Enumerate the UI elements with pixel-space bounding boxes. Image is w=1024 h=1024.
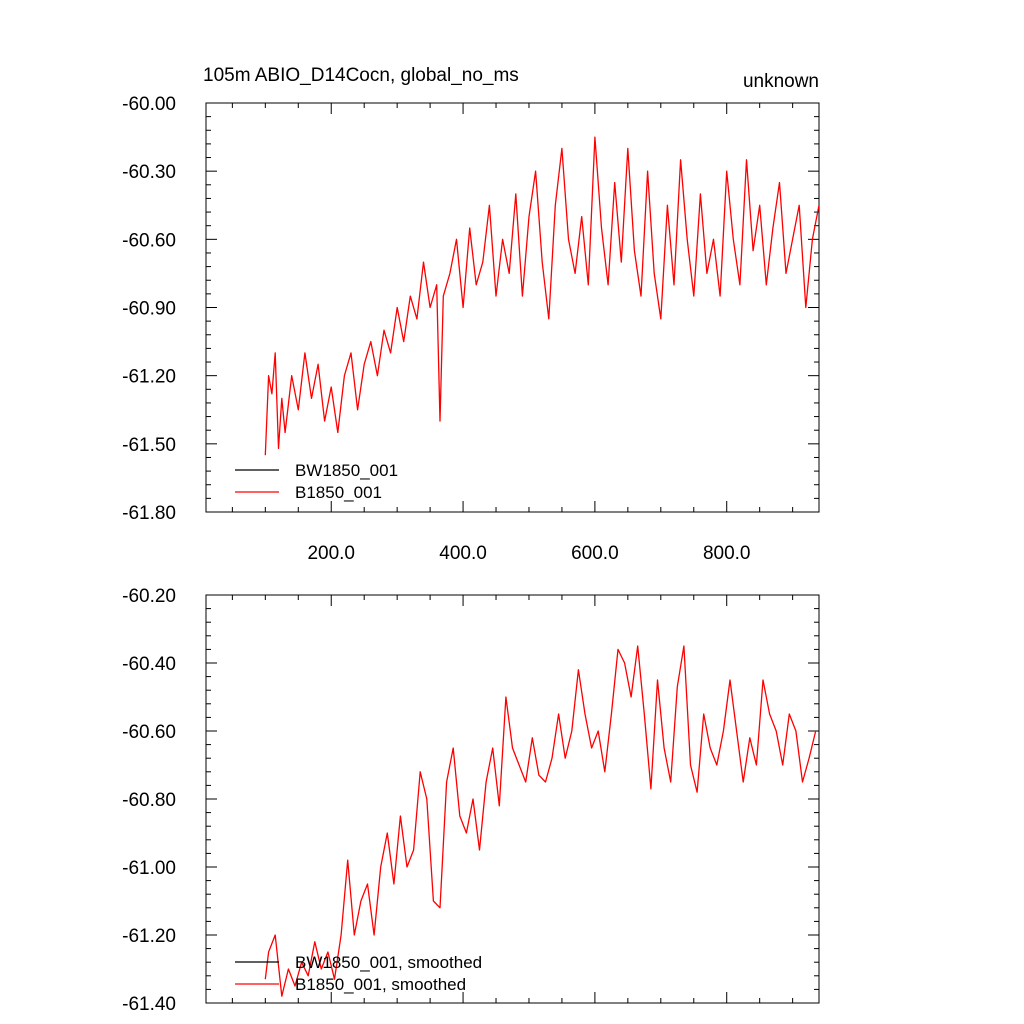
y-tick-label: -61.50 xyxy=(122,435,176,456)
chart-title-right: unknown xyxy=(743,71,819,92)
y-tick-label: -60.80 xyxy=(122,790,176,811)
y-tick-label: -60.60 xyxy=(122,722,176,743)
y-tick-label: -61.00 xyxy=(122,858,176,879)
y-tick-label: -60.60 xyxy=(122,230,176,251)
top-panel: -60.00 -60.30 -60.60 -60.90 -61.20 -61.50 -61.… xyxy=(122,94,820,564)
y-tick-label: -60.20 xyxy=(122,586,176,607)
y-tick-label: -61.80 xyxy=(122,503,176,524)
x-tick-label: 400.0 xyxy=(439,543,487,564)
chart-title: 105m ABIO_D14Cocn, global_no_ms xyxy=(203,65,519,86)
x-tick-label: 200.0 xyxy=(307,543,355,564)
plot-frame xyxy=(205,102,820,513)
plot-frame xyxy=(205,594,820,1004)
legend-label: B1850_001, smoothed xyxy=(295,975,466,994)
legend-label: BW1850_001 xyxy=(295,461,398,480)
y-tick-label: -60.30 xyxy=(122,162,176,183)
series-line-1 xyxy=(264,645,817,997)
y-tick-label: -60.90 xyxy=(122,299,176,320)
y-tick-label: -60.40 xyxy=(122,654,176,675)
series-line-1 xyxy=(264,136,819,456)
y-tick-label: -61.20 xyxy=(122,367,176,388)
y-tick-label: -61.20 xyxy=(122,926,176,947)
x-tick-label: 600.0 xyxy=(571,543,619,564)
legend-label: B1850_001 xyxy=(295,483,382,502)
bottom-panel: -60.20 -60.40 -60.60 -60.80 -61.00 -61.20 -61.… xyxy=(122,586,820,1015)
y-tick-label: -60.00 xyxy=(122,94,176,115)
legend-label: BW1850_001, smoothed xyxy=(295,953,482,972)
y-tick-label: -61.40 xyxy=(122,994,176,1015)
x-tick-label: 800.0 xyxy=(703,543,751,564)
